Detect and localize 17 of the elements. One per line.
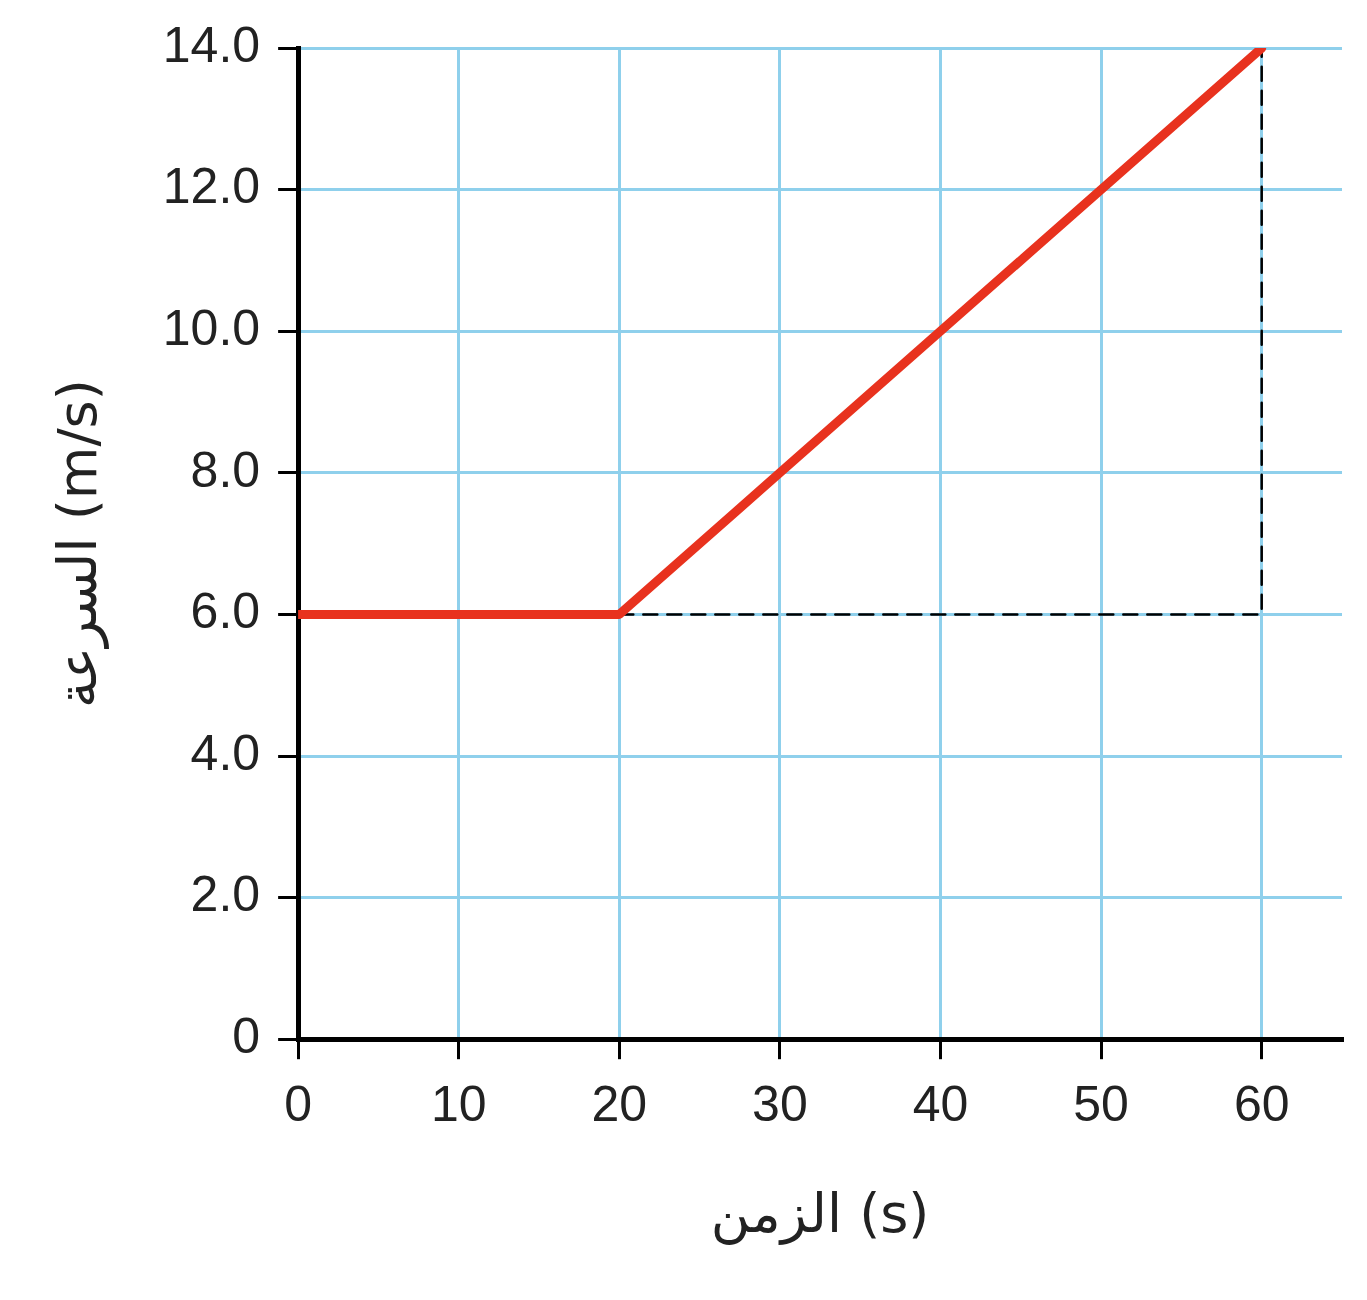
y-tick-label: 0 [232,1007,261,1064]
y-axis-title: السرعة (m/s) [46,379,110,709]
y-tick-label: 6.0 [190,583,261,640]
x-tick-label: 10 [430,1075,487,1132]
x-tick-label: 40 [912,1075,969,1132]
x-tick-label: 30 [752,1075,808,1132]
y-tick-label: 12.0 [162,158,261,215]
y-tick-label: 8.0 [190,441,261,498]
y-tick-label: 2.0 [190,866,261,923]
x-axis-title: الزمن (s) [710,1181,930,1245]
x-tick-label: 20 [591,1075,648,1132]
y-tick-label: 4.0 [190,724,261,781]
y-tick-label: 14.0 [162,16,261,73]
y-tick-label: 10.0 [162,299,261,356]
x-tick-label: 0 [284,1075,313,1132]
x-tick-label: 50 [1073,1075,1129,1132]
x-tick-label: 60 [1233,1075,1290,1132]
